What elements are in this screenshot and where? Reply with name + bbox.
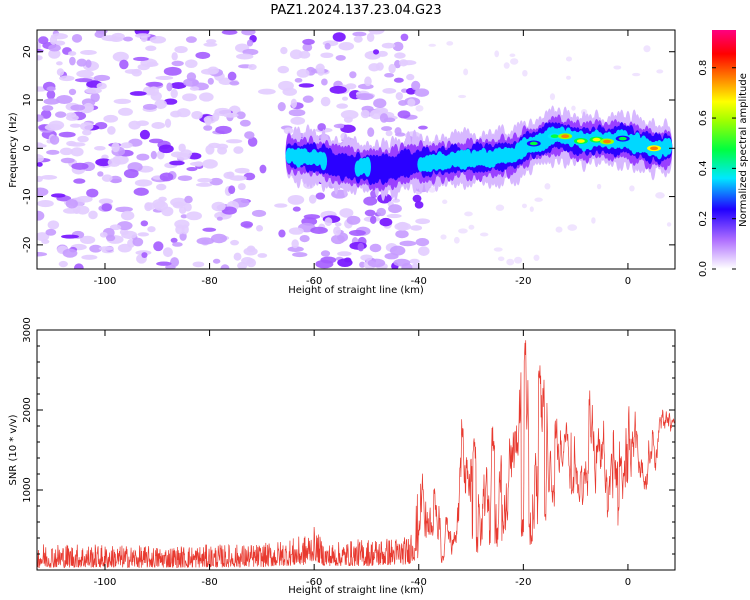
- colorbar-tick-label: 0.4: [698, 160, 709, 176]
- snr-ylabel: SNR (10 * v/v): [8, 414, 19, 485]
- spectrogram-xtick-label: -80: [201, 276, 217, 287]
- spectrogram-frame: [36, 29, 676, 270]
- colorbar: 0.0 0.2 0.4 0.6 0.8 Normalized spectral ampl…: [698, 30, 749, 277]
- spectrogram-xlabel: Height of straight line (km): [288, 285, 424, 296]
- spectrogram-ridge: [285, 105, 673, 201]
- snr-ytick-label: 3000: [22, 317, 33, 342]
- colorbar-label: Normalized spectral amplitude: [738, 73, 749, 227]
- snr-background: [37, 330, 675, 570]
- snr-xtick-label: -80: [201, 577, 217, 588]
- colorbar-gradient: [712, 30, 736, 269]
- spectrogram-noise-blobs: [37, 30, 672, 269]
- spectrogram-xtick-label: 0: [625, 276, 631, 287]
- snr-ticks: -100 -80 -60 -40 -20 0 1000 2000 3000: [22, 317, 675, 588]
- spectrogram-ytick-label: -20: [22, 237, 33, 253]
- spectrogram-xtick-label: -100: [94, 276, 117, 287]
- colorbar-ticks: 0.0 0.2 0.4 0.6 0.8: [698, 60, 736, 277]
- colorbar-tick-label: 0.6: [698, 110, 709, 126]
- snr-xtick-label: -60: [306, 577, 322, 588]
- snr-xlabel: Height of straight line (km): [288, 585, 424, 596]
- spectrogram-ytick-label: 0: [22, 145, 33, 151]
- spectrogram-xtick-label: -40: [411, 276, 427, 287]
- snr-xtick-label: -20: [515, 577, 531, 588]
- snr-panel: -100 -80 -60 -40 -20 0 1000 2000 3000 Height of …: [8, 317, 676, 596]
- snr-xtick-label: 0: [625, 577, 631, 588]
- spectrogram-ytick-label: 10: [22, 94, 33, 107]
- snr-plot-area: [37, 340, 675, 569]
- colorbar-tick-label: 0.2: [698, 211, 709, 227]
- colorbar-tick-label: 0.0: [698, 261, 709, 277]
- spectrogram-ylabel: Frequency (Hz): [8, 112, 19, 188]
- spectrogram-image: [37, 30, 673, 269]
- snr-series-line: [37, 340, 675, 569]
- snr-xtick-label: -100: [94, 577, 117, 588]
- spectrogram-xtick-label: -20: [515, 276, 531, 287]
- snr-ytick-label: 2000: [22, 397, 33, 422]
- snr-xtick-label: -40: [411, 577, 427, 588]
- snr-ytick-label: 1000: [22, 477, 33, 502]
- spectrogram-ytick-label: -10: [22, 188, 33, 204]
- spectrogram-xtick-label: -60: [306, 276, 322, 287]
- snr-frame: [36, 329, 676, 571]
- figure-title: PAZ1.2024.137.23.04.G23: [270, 3, 441, 18]
- spectrogram-ytick-label: 20: [22, 45, 33, 58]
- colorbar-tick-label: 0.8: [698, 60, 709, 76]
